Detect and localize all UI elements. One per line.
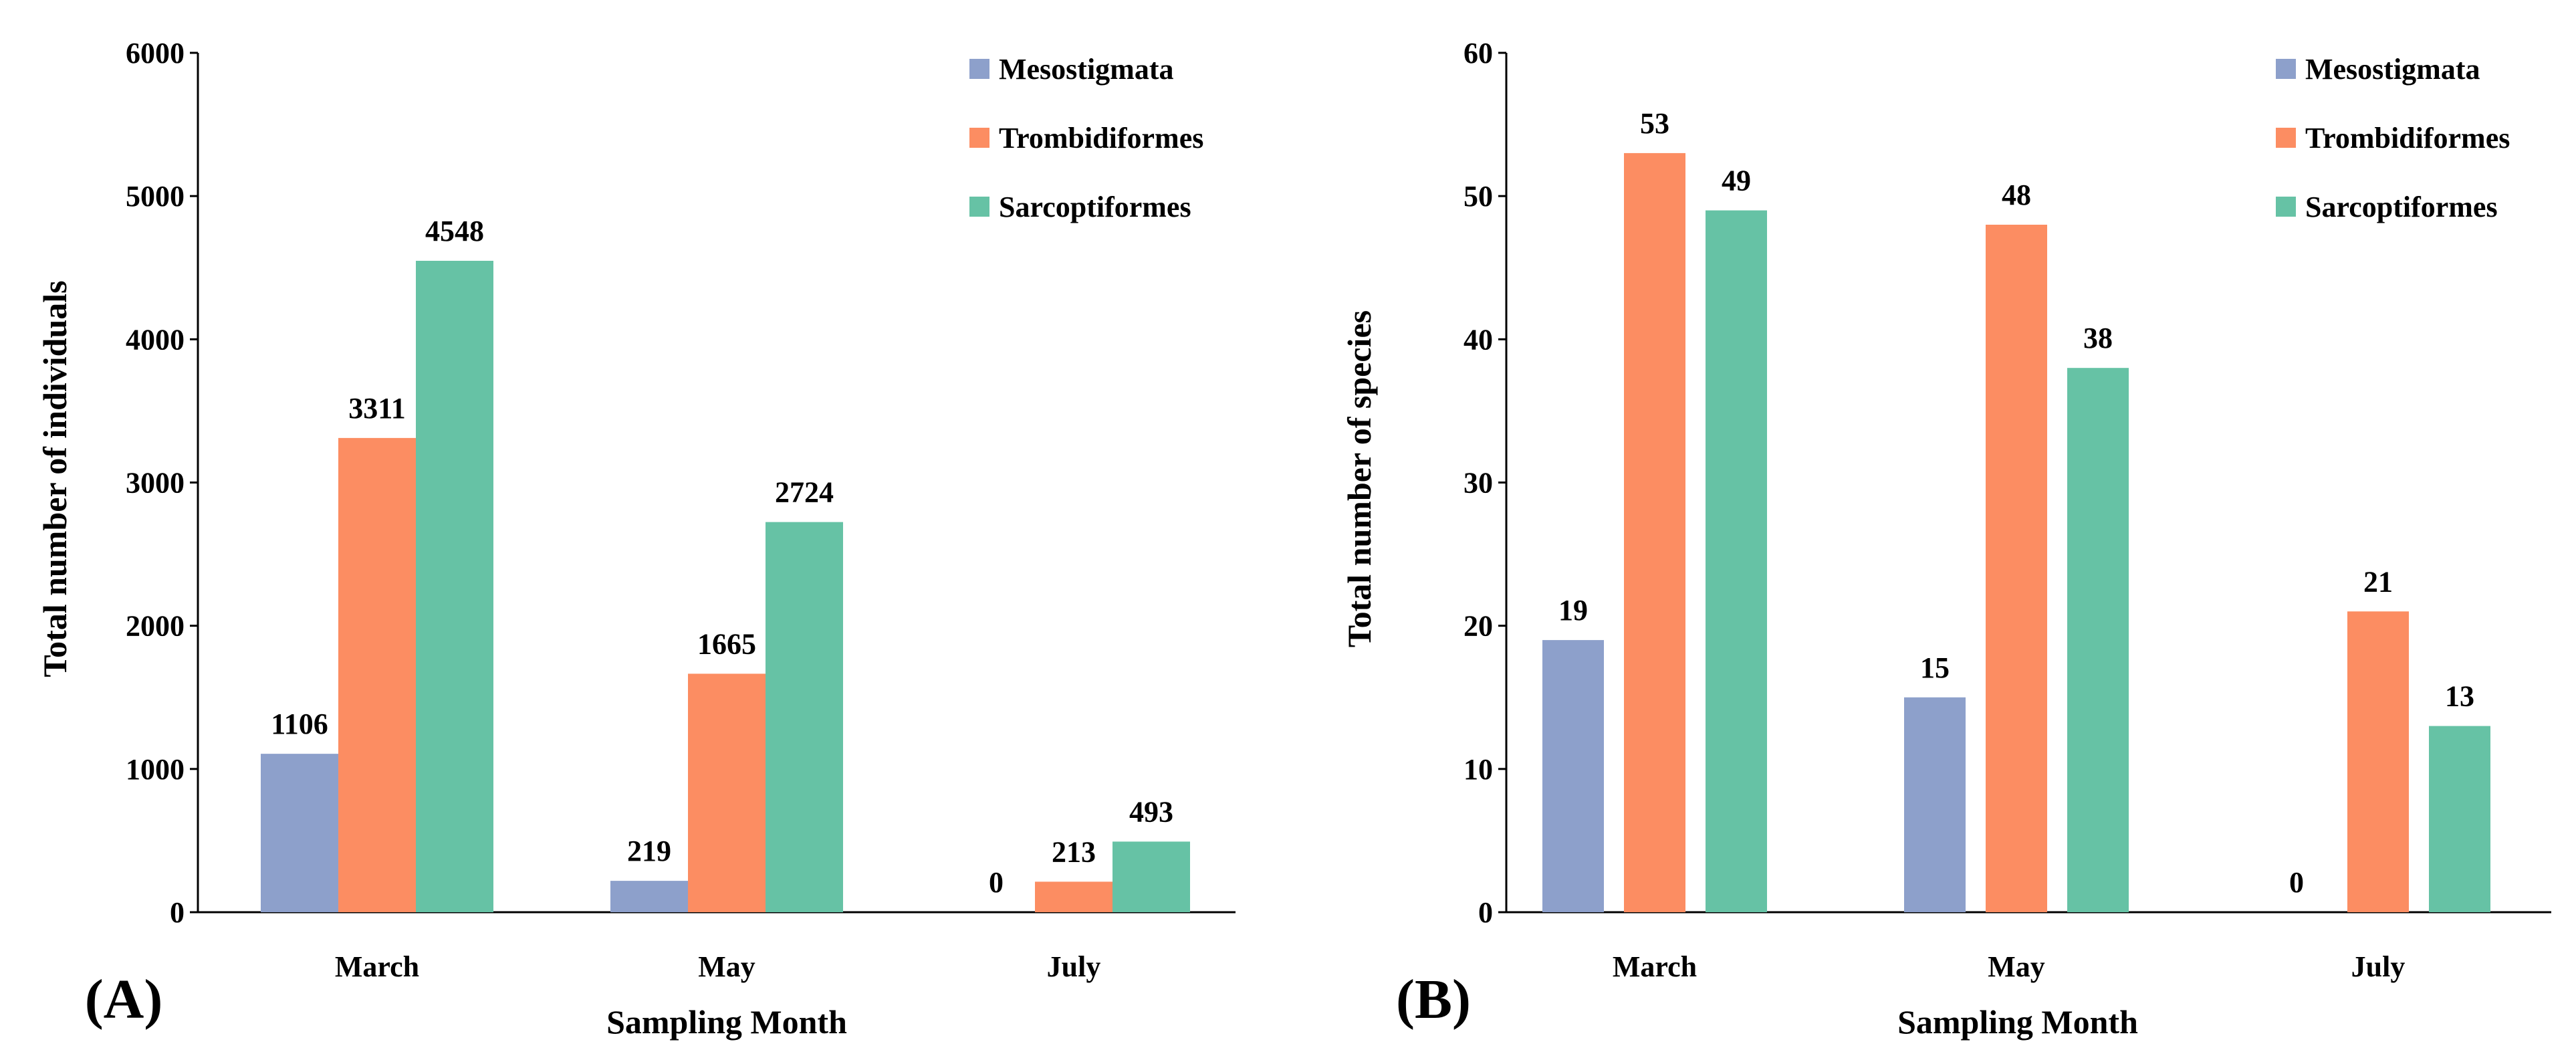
- legend-label: Trombidiformes: [999, 122, 1203, 154]
- data-label: 0: [2289, 866, 2304, 899]
- x-tick-label: March: [1613, 950, 1697, 983]
- bar-trombidiformes-may: [688, 673, 766, 912]
- data-label: 1106: [271, 708, 328, 740]
- bar-trombidiformes-may: [1986, 225, 2047, 912]
- data-label: 15: [1920, 651, 1950, 684]
- bar-sarcoptiformes-july: [1113, 841, 1190, 912]
- bar-sarcoptiformes-march: [416, 260, 493, 913]
- legend-label: Mesostigmata: [2305, 53, 2480, 86]
- data-label: 19: [1558, 594, 1588, 627]
- data-label: 48: [2002, 179, 2031, 211]
- x-tick-label: May: [698, 950, 755, 983]
- y-tick-label: 20: [1463, 610, 1493, 643]
- data-label: 13: [2445, 680, 2474, 713]
- chart-panel-b: 0 10 20 30 40 50 60 19 53 49 March 15 48 38 May 0 21 13 Ju…: [1340, 37, 2551, 1041]
- bar-sarcoptiformes-march: [1706, 210, 1767, 912]
- bar-sarcoptiformes-may: [766, 522, 843, 912]
- y-tick-label: 1000: [126, 753, 185, 786]
- bar-sarcoptiformes-may: [2067, 368, 2129, 912]
- y-tick-label: 0: [170, 896, 185, 929]
- y-tick-label: 6000: [126, 37, 185, 70]
- data-label: 21: [2363, 565, 2393, 598]
- bar-mesostigmata-may: [610, 881, 688, 912]
- y-tick-label: 2000: [126, 610, 185, 643]
- y-tick-label: 30: [1463, 467, 1493, 500]
- data-label: 49: [1722, 165, 1751, 197]
- y-tick-label: 10: [1463, 753, 1493, 786]
- chart-panel-a: 0 1000 2000 3000 4000 5000 6000 1106 3311 4548 Mar…: [36, 37, 1236, 1041]
- legend-swatch-sarcoptiformes: [969, 197, 989, 217]
- panel-label: (A): [85, 968, 163, 1031]
- x-axis-title: Sampling Month: [1897, 1003, 2138, 1041]
- data-label: 3311: [348, 392, 406, 425]
- x-axis-title: Sampling Month: [606, 1003, 847, 1041]
- x-tick-label: March: [335, 950, 419, 983]
- legend-swatch-trombidiformes: [969, 128, 989, 148]
- legend-swatch-trombidiformes: [2276, 128, 2296, 148]
- bar-sarcoptiformes-july: [2429, 726, 2490, 912]
- bar-trombidiformes-july: [2347, 611, 2409, 912]
- legend-label: Trombidiformes: [2305, 122, 2510, 154]
- bar-mesostigmata-march: [261, 754, 338, 912]
- data-label: 2724: [775, 476, 834, 509]
- data-label: 493: [1129, 795, 1173, 828]
- bar-trombidiformes-march: [1624, 152, 1685, 913]
- data-label: 53: [1640, 107, 1669, 140]
- bar-trombidiformes-march: [338, 437, 416, 912]
- y-tick-label: 40: [1463, 323, 1493, 356]
- data-label: 4548: [425, 215, 484, 247]
- y-axis-title: Total number of species: [1340, 310, 1378, 647]
- y-tick-label: 50: [1463, 180, 1493, 213]
- legend-swatch-mesostigmata: [2276, 59, 2296, 79]
- y-tick-label: 0: [1478, 896, 1493, 929]
- panel-label: (B): [1396, 968, 1471, 1031]
- y-tick-label: 3000: [126, 467, 185, 500]
- legend-label: Mesostigmata: [999, 53, 1174, 86]
- legend-swatch-mesostigmata: [969, 59, 989, 79]
- data-label: 38: [2083, 322, 2113, 354]
- y-tick-label: 60: [1463, 37, 1493, 70]
- bar-mesostigmata-march: [1542, 640, 1604, 912]
- bar-mesostigmata-may: [1904, 697, 1966, 912]
- y-tick-label: 4000: [126, 323, 185, 356]
- legend-swatch-sarcoptiformes: [2276, 197, 2296, 217]
- data-label: 1665: [697, 627, 756, 660]
- x-tick-label: July: [2351, 950, 2406, 983]
- bar-trombidiformes-july: [1035, 881, 1113, 912]
- y-axis-title: Total number of individuals: [36, 280, 74, 677]
- data-label: 213: [1052, 835, 1096, 868]
- data-label: 0: [989, 866, 1004, 899]
- y-tick-label: 5000: [126, 180, 185, 213]
- x-tick-label: July: [1047, 950, 1101, 983]
- legend-label: Sarcoptiformes: [999, 191, 1191, 223]
- legend-label: Sarcoptiformes: [2305, 191, 2498, 223]
- data-label: 219: [627, 835, 671, 867]
- x-tick-label: May: [1988, 950, 2045, 983]
